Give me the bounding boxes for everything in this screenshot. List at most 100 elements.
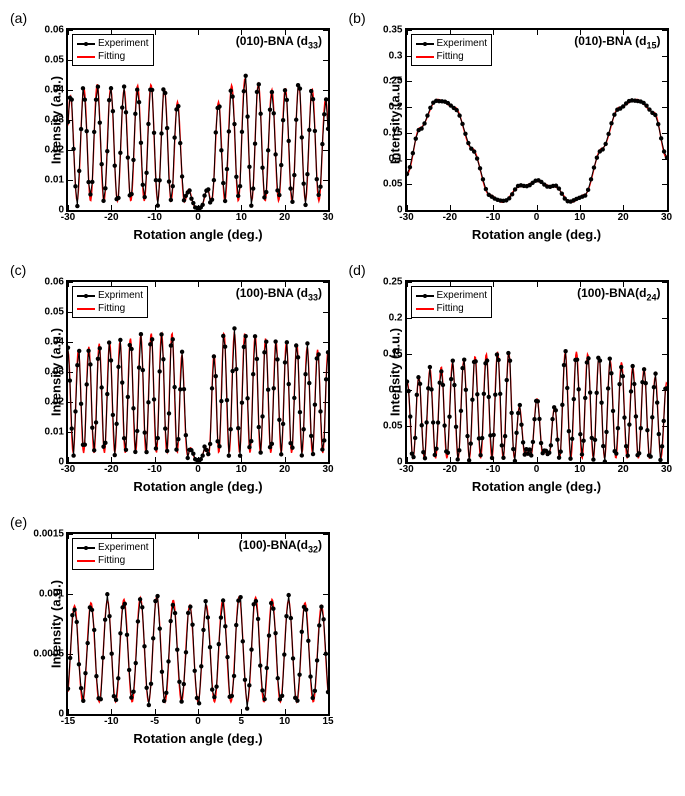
experiment-marker	[163, 91, 167, 95]
experiment-marker	[68, 378, 72, 382]
experiment-marker	[532, 417, 536, 421]
panel-d: (d)Intensity (a.u.)Rotation angle (deg.)…	[349, 262, 676, 498]
experiment-marker	[499, 443, 503, 447]
experiment-marker	[153, 599, 157, 603]
experiment-marker	[307, 128, 311, 132]
experiment-marker	[272, 386, 276, 390]
experiment-marker	[594, 391, 598, 395]
experiment-marker	[101, 656, 105, 660]
experiment-marker	[600, 147, 604, 151]
experiment-marker	[240, 130, 244, 134]
experiment-marker	[219, 615, 223, 619]
experiment-marker	[126, 155, 130, 159]
legend-row-fitting: Fitting	[77, 554, 149, 567]
experiment-marker	[184, 433, 188, 437]
experiment-marker	[249, 203, 253, 207]
experiment-marker	[561, 363, 565, 367]
x-tick-label: -10	[147, 464, 161, 475]
experiment-marker	[509, 192, 513, 196]
legend-label: Experiment	[437, 37, 488, 50]
experiment-marker	[113, 453, 117, 457]
experiment-marker	[422, 121, 426, 125]
experiment-marker	[75, 204, 79, 208]
experiment-marker	[83, 442, 87, 446]
experiment-marker	[309, 89, 313, 93]
experiment-marker	[81, 86, 85, 90]
y-tick-label: 0.03	[45, 367, 64, 378]
experiment-marker	[189, 196, 193, 200]
experiment-marker	[661, 419, 665, 423]
experiment-marker	[232, 326, 236, 330]
experiment-marker	[217, 642, 221, 646]
experiment-marker	[592, 438, 596, 442]
experiment-marker	[466, 141, 470, 145]
x-tick-label: 10	[236, 464, 247, 475]
chart-box: Intensity (a.u.)Rotation angle (deg.)00.…	[405, 280, 669, 464]
experiment-marker	[641, 367, 645, 371]
experiment-marker	[537, 417, 541, 421]
chart-box: Intensity (a.u.)Rotation angle (deg.)00.…	[66, 532, 330, 716]
experiment-marker	[212, 178, 216, 182]
experiment-marker	[509, 411, 513, 415]
experiment-marker	[167, 411, 171, 415]
experiment-marker	[625, 453, 629, 457]
experiment-marker	[504, 378, 508, 382]
experiment-marker	[658, 136, 662, 140]
experiment-marker	[85, 129, 89, 133]
experiment-marker	[455, 457, 459, 461]
experiment-marker	[99, 162, 103, 166]
experiment-marker	[86, 349, 90, 353]
experiment-marker	[506, 351, 510, 355]
experiment-marker	[180, 174, 184, 178]
y-tick-label: 0.05	[383, 179, 402, 190]
experiment-marker	[243, 74, 247, 78]
experiment-marker	[656, 122, 660, 126]
experiment-marker	[77, 349, 81, 353]
experiment-marker	[272, 111, 276, 115]
experiment-marker	[77, 169, 81, 173]
x-axis-label: Rotation angle (deg.)	[472, 227, 601, 242]
experiment-marker	[167, 179, 171, 183]
experiment-marker	[480, 436, 484, 440]
experiment-marker	[217, 104, 221, 108]
experiment-marker	[507, 196, 511, 200]
legend-label: Fitting	[98, 50, 125, 63]
legend-label: Fitting	[98, 302, 125, 315]
x-tick-label: 0	[195, 716, 201, 727]
experiment-marker	[585, 188, 589, 192]
experiment-marker	[243, 678, 247, 682]
experiment-marker	[160, 670, 164, 674]
experiment-marker	[271, 607, 275, 611]
experiment-marker	[290, 200, 294, 204]
x-tick-label: -10	[486, 464, 500, 475]
experiment-marker	[92, 448, 96, 452]
experiment-marker	[448, 377, 452, 381]
experiment-marker	[208, 645, 212, 649]
experiment-marker	[217, 444, 221, 448]
experiment-marker	[653, 113, 657, 117]
x-tick-label: 0	[534, 212, 540, 223]
experiment-marker	[264, 340, 268, 344]
experiment-marker	[411, 455, 415, 459]
y-axis: 00.050.10.150.20.250.30.35	[369, 30, 405, 210]
experiment-marker	[297, 672, 301, 676]
experiment-marker	[268, 107, 272, 111]
y-tick-label: 0.01	[45, 427, 64, 438]
experiment-marker	[154, 178, 158, 182]
experiment-marker	[188, 605, 192, 609]
experiment-marker	[538, 441, 542, 445]
experiment-marker	[601, 444, 605, 448]
experiment-marker	[229, 89, 233, 93]
experiment-marker	[498, 392, 502, 396]
experiment-marker	[70, 426, 74, 430]
experiment-marker	[77, 662, 81, 666]
y-tick-label: 0.02	[45, 145, 64, 156]
experiment-marker	[107, 340, 111, 344]
y-tick-label: 0.05	[383, 421, 402, 432]
experiment-marker	[628, 389, 632, 393]
experiment-marker	[279, 163, 283, 167]
experiment-marker	[214, 374, 218, 378]
experiment-marker	[243, 334, 247, 338]
experiment-marker	[210, 197, 214, 201]
experiment-marker	[292, 396, 296, 400]
